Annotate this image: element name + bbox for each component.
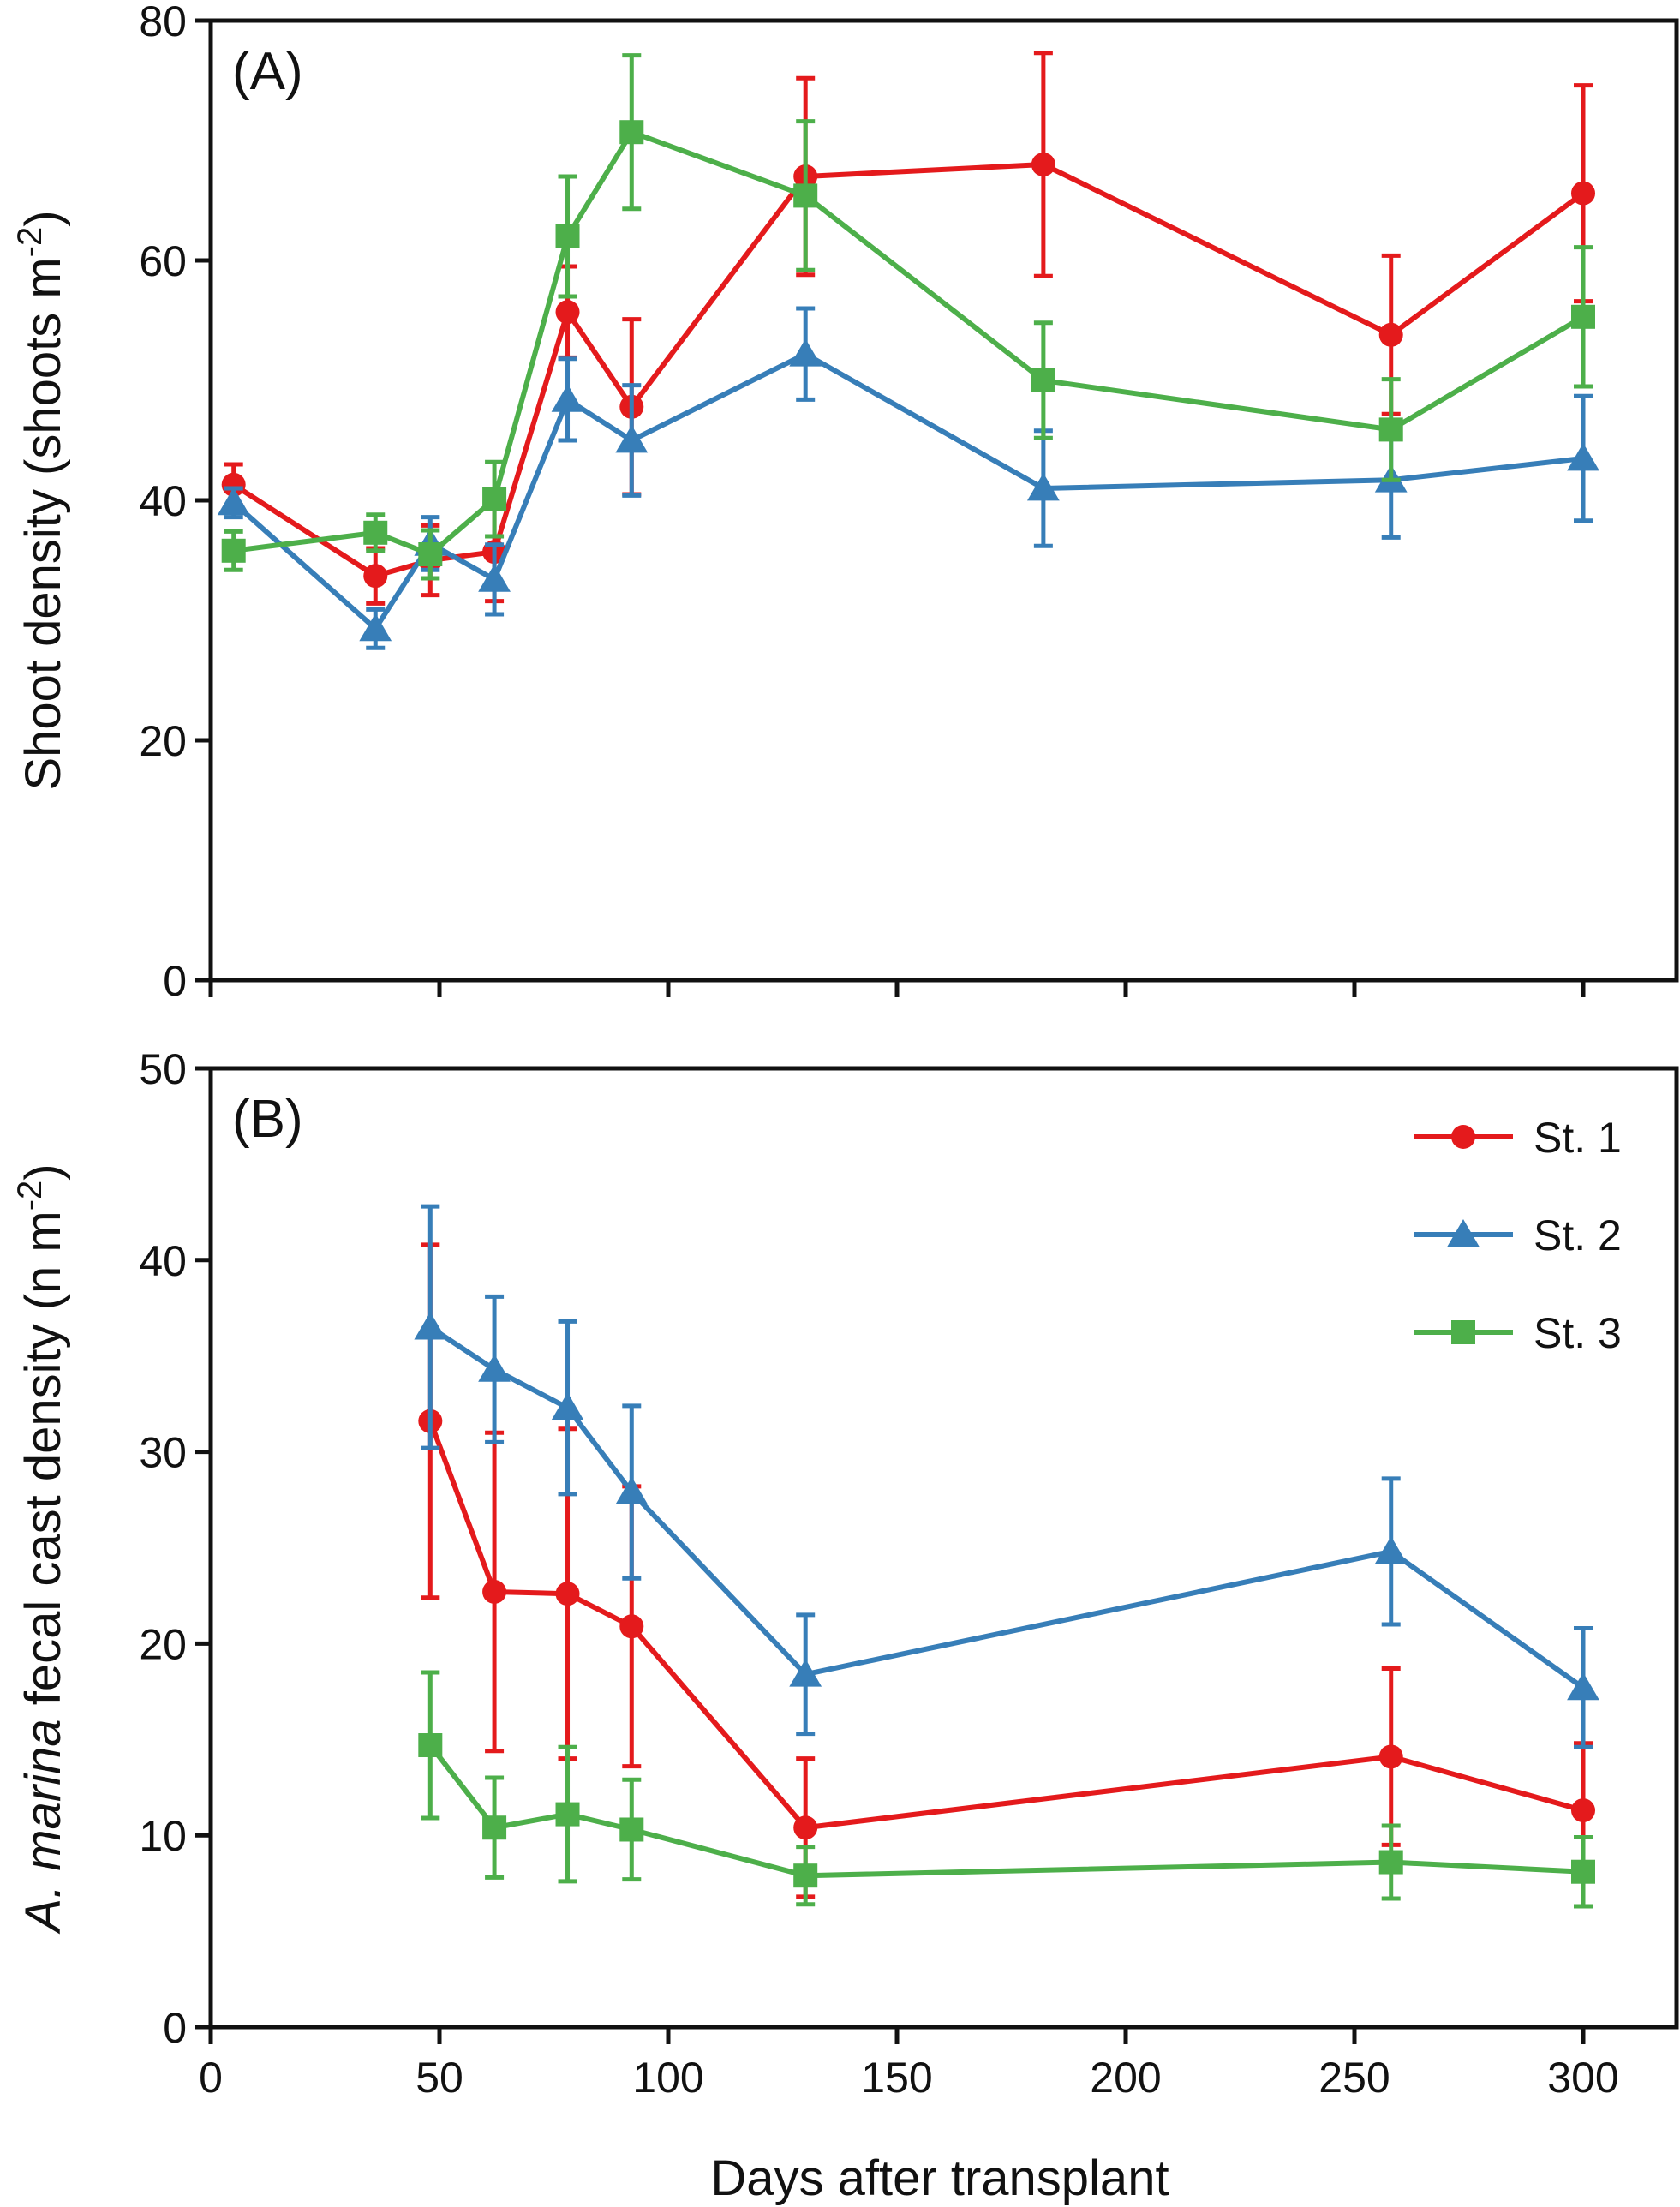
x-tick-label: 300 bbox=[1547, 2054, 1618, 2102]
y-tick-label: 10 bbox=[139, 1812, 187, 1860]
data-point bbox=[478, 1354, 511, 1382]
data-point bbox=[615, 425, 649, 453]
data-point bbox=[1567, 443, 1599, 471]
legend: St. 1 St. 2 St. 3 bbox=[1414, 1114, 1622, 1357]
data-point bbox=[789, 1659, 822, 1687]
x-tick-label: 100 bbox=[632, 2054, 703, 2102]
y-axis-label-italic: A. marina bbox=[15, 1719, 71, 1934]
data-point bbox=[1031, 153, 1055, 176]
y-tick-label: 60 bbox=[139, 237, 187, 285]
data-point bbox=[1378, 1744, 1403, 1769]
series-line bbox=[427, 1743, 1584, 1879]
series-line bbox=[428, 1325, 1585, 1690]
y-axis-label-superscript: -2 bbox=[11, 1181, 49, 1211]
panel-label: (A) bbox=[232, 42, 303, 101]
data-point bbox=[359, 613, 392, 642]
y-axis-label-text: fecal cast density (n m bbox=[15, 1211, 71, 1719]
x-tick-label: 200 bbox=[1090, 2054, 1161, 2102]
series-st-3 bbox=[418, 1670, 1595, 1909]
data-point bbox=[619, 120, 644, 145]
y-tick-label: 0 bbox=[163, 957, 187, 1005]
data-point bbox=[551, 1392, 584, 1420]
plot-frame bbox=[208, 18, 1679, 983]
x-axis-label: Days after transplant bbox=[710, 2150, 1169, 2206]
data-point bbox=[217, 487, 250, 516]
y-axis-label: A. marina fecal cast density (n m-2) bbox=[11, 1163, 71, 1934]
y-axis-label-close: ) bbox=[15, 210, 71, 226]
data-point bbox=[1026, 473, 1060, 501]
data-point bbox=[555, 1582, 580, 1606]
y-tick-label: 20 bbox=[139, 717, 187, 765]
x-tick-label: 250 bbox=[1318, 2054, 1390, 2102]
series-line bbox=[233, 129, 1585, 557]
y-tick-label: 80 bbox=[139, 0, 187, 45]
series-line bbox=[232, 162, 1585, 579]
data-point bbox=[793, 1815, 818, 1840]
legend-label: St. 3 bbox=[1534, 1309, 1622, 1357]
data-point bbox=[1378, 1850, 1403, 1875]
data-point bbox=[221, 538, 246, 563]
data-point bbox=[1378, 417, 1403, 442]
legend-marker bbox=[1451, 1125, 1475, 1149]
data-point bbox=[793, 183, 818, 208]
y-tick-label: 20 bbox=[139, 1620, 187, 1668]
data-point bbox=[414, 1312, 447, 1340]
data-point bbox=[1571, 304, 1595, 329]
y-tick-label: 0 bbox=[163, 2004, 187, 2052]
legend-marker bbox=[1451, 1320, 1475, 1344]
panel-label: (B) bbox=[232, 1090, 303, 1149]
data-point bbox=[1031, 368, 1055, 392]
y-tick-label: 40 bbox=[139, 1237, 187, 1285]
series-line bbox=[427, 1420, 1584, 1831]
series-st-3 bbox=[221, 53, 1595, 581]
data-point bbox=[1571, 181, 1595, 206]
y-tick-label: 30 bbox=[139, 1429, 187, 1477]
data-point bbox=[619, 1817, 644, 1842]
data-point bbox=[551, 384, 584, 412]
data-point bbox=[555, 1802, 580, 1827]
legend-marker bbox=[1447, 1219, 1480, 1247]
legend-label: St. 1 bbox=[1534, 1114, 1622, 1162]
data-point bbox=[1567, 1672, 1599, 1701]
legend-label: St. 2 bbox=[1534, 1211, 1622, 1259]
data-point bbox=[793, 1863, 818, 1888]
data-point bbox=[1571, 1859, 1595, 1884]
y-tick-label: 40 bbox=[139, 477, 187, 525]
data-point bbox=[418, 1733, 443, 1758]
y-tick-label: 50 bbox=[139, 1045, 187, 1093]
y-axis-label-text: Shoot density (shoots m bbox=[15, 257, 71, 790]
data-point bbox=[478, 564, 511, 592]
data-point bbox=[363, 520, 388, 545]
y-axis-label-close: ) bbox=[15, 1163, 71, 1180]
data-point bbox=[482, 1579, 507, 1604]
series-line bbox=[231, 351, 1584, 631]
data-point bbox=[482, 487, 507, 511]
panel-b: 0 10 20 30 40 50 0 50 100 150 200 250 300 A. marina f… bbox=[11, 1045, 1679, 2206]
x-tick-label: 150 bbox=[861, 2054, 932, 2102]
data-point bbox=[789, 338, 822, 367]
data-point bbox=[221, 472, 246, 497]
x-tick-label: 50 bbox=[416, 2054, 463, 2102]
data-point bbox=[1378, 322, 1403, 347]
data-point bbox=[1374, 1535, 1408, 1564]
y-axis-label: Shoot density (shoots m-2) bbox=[11, 210, 71, 790]
data-point bbox=[615, 1476, 649, 1504]
data-point bbox=[482, 1815, 507, 1840]
data-point bbox=[555, 300, 580, 325]
panel-a: 0 20 40 60 80 Shoot density (shoots m-2) (A) bbox=[11, 0, 1679, 1005]
data-point bbox=[555, 224, 580, 248]
plot-frame bbox=[208, 1066, 1679, 2030]
data-point bbox=[418, 542, 443, 566]
y-axis-label-superscript: -2 bbox=[11, 227, 49, 258]
data-point bbox=[363, 564, 388, 589]
data-point bbox=[619, 1614, 644, 1639]
series-st-2 bbox=[414, 1204, 1599, 1749]
x-tick-label: 0 bbox=[199, 2054, 223, 2102]
data-point bbox=[1571, 1798, 1595, 1823]
